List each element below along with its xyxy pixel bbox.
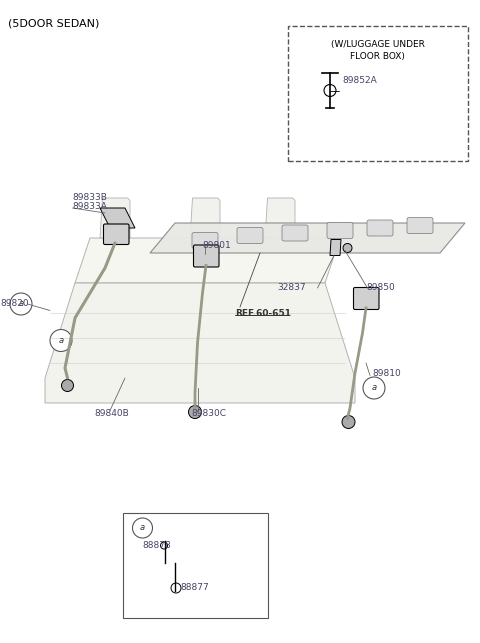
- Circle shape: [324, 84, 336, 96]
- Text: a: a: [140, 523, 145, 532]
- Polygon shape: [75, 238, 340, 283]
- Text: 89830C: 89830C: [192, 410, 227, 419]
- Text: 89801: 89801: [203, 241, 231, 250]
- Polygon shape: [100, 198, 130, 238]
- Text: (5DOOR SEDAN): (5DOOR SEDAN): [8, 18, 99, 28]
- Polygon shape: [330, 239, 341, 255]
- Text: 89833A: 89833A: [72, 203, 108, 212]
- Text: 89833B: 89833B: [72, 194, 108, 203]
- Circle shape: [171, 583, 181, 593]
- Text: 32837: 32837: [277, 282, 306, 291]
- Text: 89810: 89810: [372, 370, 401, 379]
- Circle shape: [132, 518, 153, 538]
- Polygon shape: [265, 198, 295, 238]
- FancyBboxPatch shape: [353, 287, 379, 309]
- Polygon shape: [150, 223, 465, 253]
- FancyBboxPatch shape: [237, 228, 263, 244]
- Text: 88878: 88878: [143, 541, 171, 550]
- FancyBboxPatch shape: [367, 220, 393, 236]
- FancyBboxPatch shape: [193, 245, 219, 267]
- FancyBboxPatch shape: [192, 233, 218, 248]
- Text: a: a: [18, 300, 24, 309]
- Text: (W/LUGGAGE UNDER
FLOOR BOX): (W/LUGGAGE UNDER FLOOR BOX): [331, 41, 424, 61]
- Text: 89850: 89850: [366, 282, 395, 291]
- Circle shape: [189, 406, 202, 419]
- Circle shape: [342, 415, 355, 428]
- FancyBboxPatch shape: [407, 217, 433, 233]
- Text: a: a: [59, 336, 63, 345]
- FancyBboxPatch shape: [327, 222, 353, 239]
- Polygon shape: [100, 208, 135, 228]
- Circle shape: [343, 244, 352, 253]
- Circle shape: [10, 293, 32, 315]
- Circle shape: [160, 542, 168, 549]
- Circle shape: [363, 377, 385, 399]
- Polygon shape: [45, 283, 355, 403]
- FancyBboxPatch shape: [288, 26, 468, 161]
- FancyBboxPatch shape: [104, 224, 129, 244]
- Text: 89852A: 89852A: [343, 76, 377, 85]
- Text: 89840B: 89840B: [94, 410, 129, 419]
- FancyBboxPatch shape: [282, 225, 308, 241]
- Circle shape: [61, 379, 73, 392]
- Text: REF.60-651: REF.60-651: [235, 309, 291, 318]
- FancyBboxPatch shape: [122, 513, 267, 618]
- Text: a: a: [372, 383, 377, 392]
- Text: 88877: 88877: [180, 583, 209, 592]
- Text: 89820: 89820: [0, 300, 29, 309]
- Polygon shape: [190, 198, 220, 238]
- Circle shape: [50, 329, 72, 352]
